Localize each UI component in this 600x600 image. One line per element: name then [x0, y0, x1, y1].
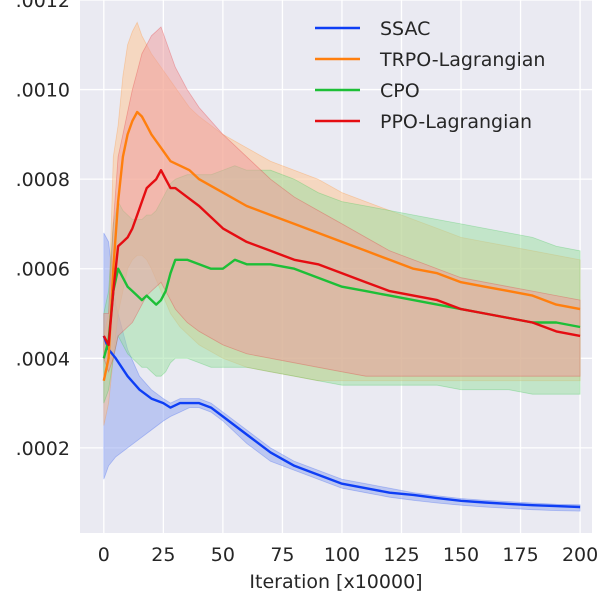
- line-trpo-lagrangian: [102, 110, 581, 381]
- x-tick-label: 175: [502, 544, 538, 566]
- legend-label: PPO-Lagrangian: [380, 111, 532, 133]
- y-tick-label: .0004: [16, 348, 70, 370]
- x-tick-label: 150: [443, 544, 479, 566]
- x-tick-label: 50: [211, 544, 235, 566]
- band-ssac: [103, 232, 581, 512]
- x-tick-label: 0: [98, 544, 110, 566]
- x-axis-ticks: 0 25 50 75 100 125 150 175 200: [98, 544, 598, 566]
- line-ppo-lagrangian: [102, 168, 581, 347]
- x-tick-label: 100: [324, 544, 360, 566]
- y-tick-label: .0008: [16, 169, 70, 191]
- y-tick-label: .0006: [16, 259, 70, 281]
- series-lines: [102, 110, 581, 509]
- legend-label: TRPO-Lagrangian: [379, 49, 545, 71]
- y-tick-label: .0012: [16, 0, 70, 12]
- x-tick-label: 200: [562, 544, 598, 566]
- legend-label: CPO: [380, 80, 420, 102]
- x-tick-label: 25: [151, 544, 175, 566]
- legend: SSAC TRPO-Lagrangian CPO PPO-Lagrangian: [315, 18, 545, 133]
- line-cpo: [102, 258, 581, 359]
- x-tick-label: 75: [270, 544, 294, 566]
- y-axis-ticks: .0002 .0004 .0006 .0008 .0010 .0012: [16, 0, 70, 460]
- x-axis-label: Iteration [x10000]: [249, 571, 422, 593]
- y-tick-label: .0010: [16, 80, 70, 102]
- line-ssac: [102, 335, 581, 509]
- band-ppo-lagrangian: [103, 26, 581, 377]
- legend-label: SSAC: [380, 18, 430, 40]
- confidence-bands: [103, 21, 581, 512]
- y-tick-label: .0002: [16, 438, 70, 460]
- x-tick-label: 125: [383, 544, 419, 566]
